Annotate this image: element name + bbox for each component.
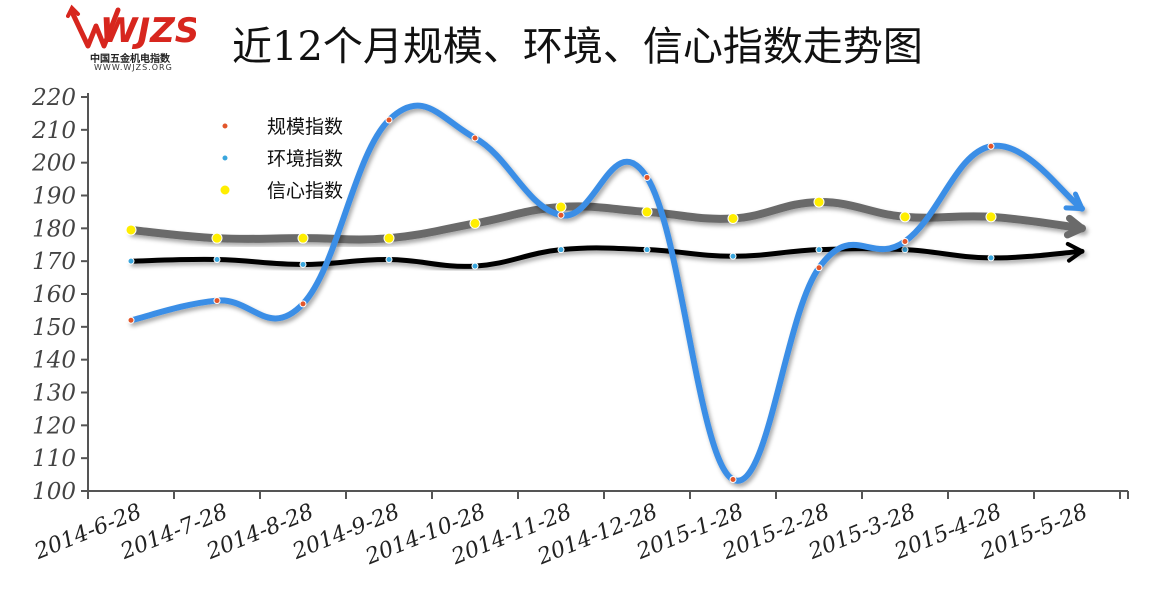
data-point (469, 217, 481, 229)
series-layer (125, 102, 1086, 484)
series-arrow-icon (1063, 191, 1085, 212)
series-line (127, 198, 1086, 244)
data-point (471, 262, 479, 270)
legend-item: 规模指数 (191, 116, 343, 138)
data-point (557, 246, 565, 254)
data-point (471, 134, 479, 142)
logo-org-name: 中国五金机电指数 (90, 54, 170, 65)
legend-label: 环境指数 (267, 148, 343, 170)
data-point (385, 256, 393, 264)
data-point (127, 257, 135, 265)
series-arrow-icon (1065, 241, 1084, 263)
series-1 (127, 102, 1085, 484)
y-tick-label: 120 (32, 413, 76, 439)
legend-item: 环境指数 (192, 148, 343, 170)
y-tick-label: 190 (32, 184, 76, 210)
data-point (641, 206, 653, 218)
data-point (901, 246, 909, 254)
data-point (899, 211, 911, 223)
data-point (213, 256, 221, 264)
y-tick-label: 150 (32, 315, 76, 341)
page-title: 近12个月规模、环境、信心指数走势图 (232, 24, 923, 70)
legend-marker (221, 122, 229, 130)
data-point (729, 476, 737, 484)
y-tick-label: 110 (32, 446, 76, 472)
logo-url: WWW.WJZS.ORG (94, 63, 173, 72)
data-point (557, 211, 565, 219)
series-line (128, 245, 1085, 269)
y-tick-label: 160 (32, 282, 76, 308)
legend-marker (221, 154, 229, 162)
data-point (211, 232, 223, 244)
series-2 (127, 241, 1085, 270)
data-point (729, 252, 737, 260)
data-point (383, 232, 395, 244)
data-point (815, 246, 823, 254)
legend-marker (219, 184, 231, 196)
data-point (901, 237, 909, 245)
data-point (385, 116, 393, 124)
y-tick-label: 170 (32, 249, 76, 275)
data-point (643, 246, 651, 254)
legend-label: 规模指数 (267, 116, 343, 138)
data-point (125, 224, 137, 236)
data-point (127, 316, 135, 324)
data-point (813, 196, 825, 208)
logo-mark-text: WJZS (100, 11, 196, 51)
data-point (213, 297, 221, 305)
y-tick-label: 100 (32, 479, 76, 505)
data-point (643, 173, 651, 181)
legend-label: 信心指数 (267, 180, 343, 202)
y-tick-label: 130 (32, 381, 76, 407)
data-point (985, 211, 997, 223)
data-point (297, 232, 309, 244)
data-point (727, 212, 739, 224)
y-tick-label: 200 (31, 151, 76, 177)
data-point (299, 260, 307, 268)
series-3 (125, 196, 1086, 244)
legend-item: 信心指数 (190, 180, 343, 202)
series-arrow-icon (1063, 214, 1086, 239)
y-tick-label: 220 (31, 85, 76, 111)
y-tick-label: 210 (31, 118, 76, 144)
data-point (555, 201, 567, 213)
data-point (299, 300, 307, 308)
y-tick-label: 180 (32, 216, 76, 242)
data-point (987, 254, 995, 262)
data-point (815, 264, 823, 272)
logo-mark-icon: WJZS (66, 4, 196, 51)
data-point (987, 142, 995, 150)
wjzs-logo: WJZS 中国五金机电指数 WWW.WJZS.ORG (66, 2, 196, 74)
y-tick-label: 140 (32, 348, 76, 374)
